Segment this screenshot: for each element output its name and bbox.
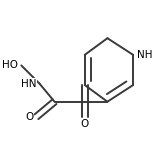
Text: HN: HN	[21, 79, 36, 89]
Text: NH: NH	[137, 50, 152, 60]
Text: HO: HO	[2, 60, 18, 70]
Text: O: O	[81, 119, 89, 129]
Text: O: O	[25, 112, 33, 122]
